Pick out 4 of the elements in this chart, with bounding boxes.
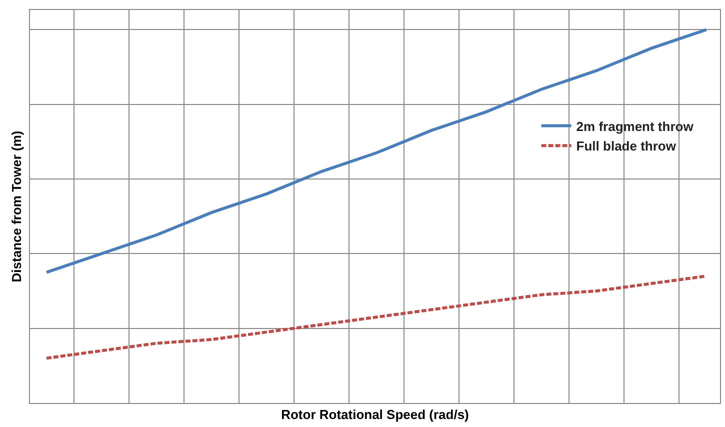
legend-label: 2m fragment throw xyxy=(576,118,694,134)
legend-label: Full blade throw xyxy=(576,138,677,154)
y-axis-title: Distance from Tower (m) xyxy=(8,130,24,282)
x-axis-title: Rotor Rotational Speed (rad/s) xyxy=(281,407,469,422)
